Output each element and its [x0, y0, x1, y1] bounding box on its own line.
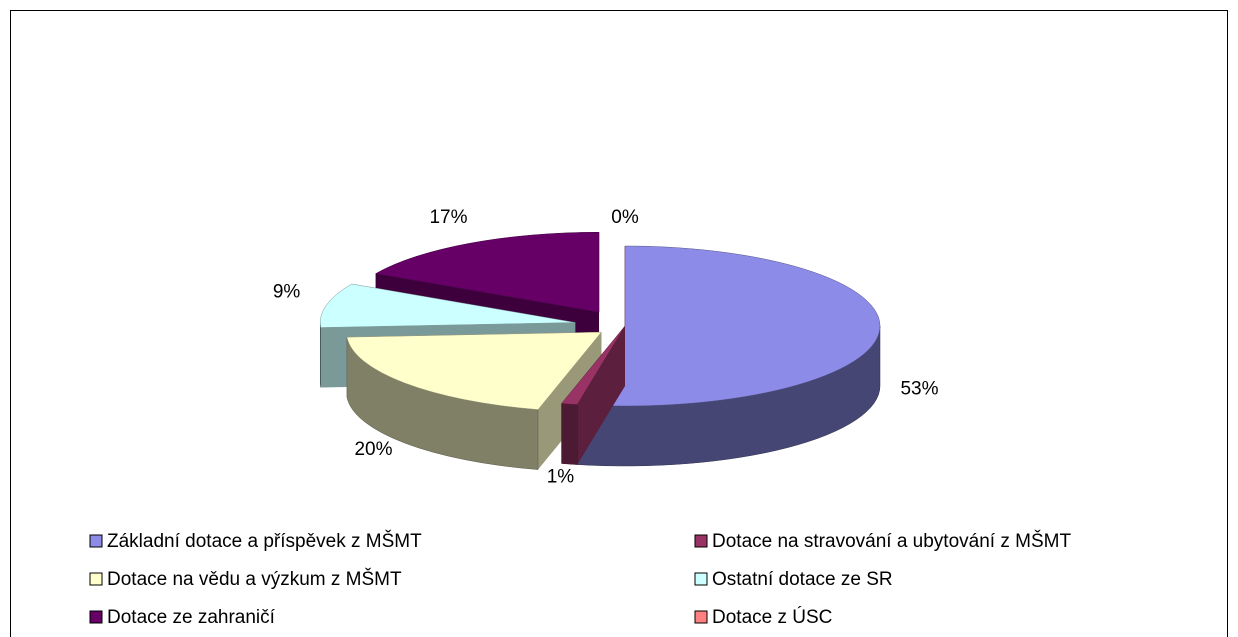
legend-swatch — [89, 610, 103, 624]
legend-label: Dotace na vědu a výzkum z MŠMT — [107, 568, 402, 590]
slice-top — [374, 231, 600, 313]
legend-label: Ostatní dotace ze SR — [712, 569, 893, 590]
data-label: 17% — [429, 207, 467, 228]
legend-label: Dotace ze zahraničí — [107, 607, 276, 628]
slice — [346, 331, 602, 470]
data-label: 9% — [273, 282, 301, 303]
slice — [561, 325, 626, 465]
data-label: 0% — [611, 207, 639, 228]
legend-label: Dotace z ÚSC — [712, 606, 832, 628]
legend-label: Dotace na stravování a ubytování z MŠMT — [712, 530, 1071, 552]
legend-label: Základní dotace a příspěvek z MŠMT — [107, 530, 422, 552]
slice-top — [346, 331, 602, 410]
slice-top — [561, 325, 626, 405]
data-label: 1% — [547, 467, 575, 488]
legend-swatch — [694, 534, 708, 548]
slice-top — [576, 245, 881, 407]
chart-frame — [10, 10, 1228, 637]
legend-swatch — [89, 534, 103, 548]
legend-swatch — [694, 610, 708, 624]
slice-top — [319, 283, 576, 328]
legend-swatch — [89, 572, 103, 586]
data-label: 20% — [354, 439, 392, 460]
legend-swatch — [694, 572, 708, 586]
data-label: 53% — [900, 378, 938, 399]
slice-side — [319, 322, 321, 388]
slice-side — [561, 403, 578, 465]
